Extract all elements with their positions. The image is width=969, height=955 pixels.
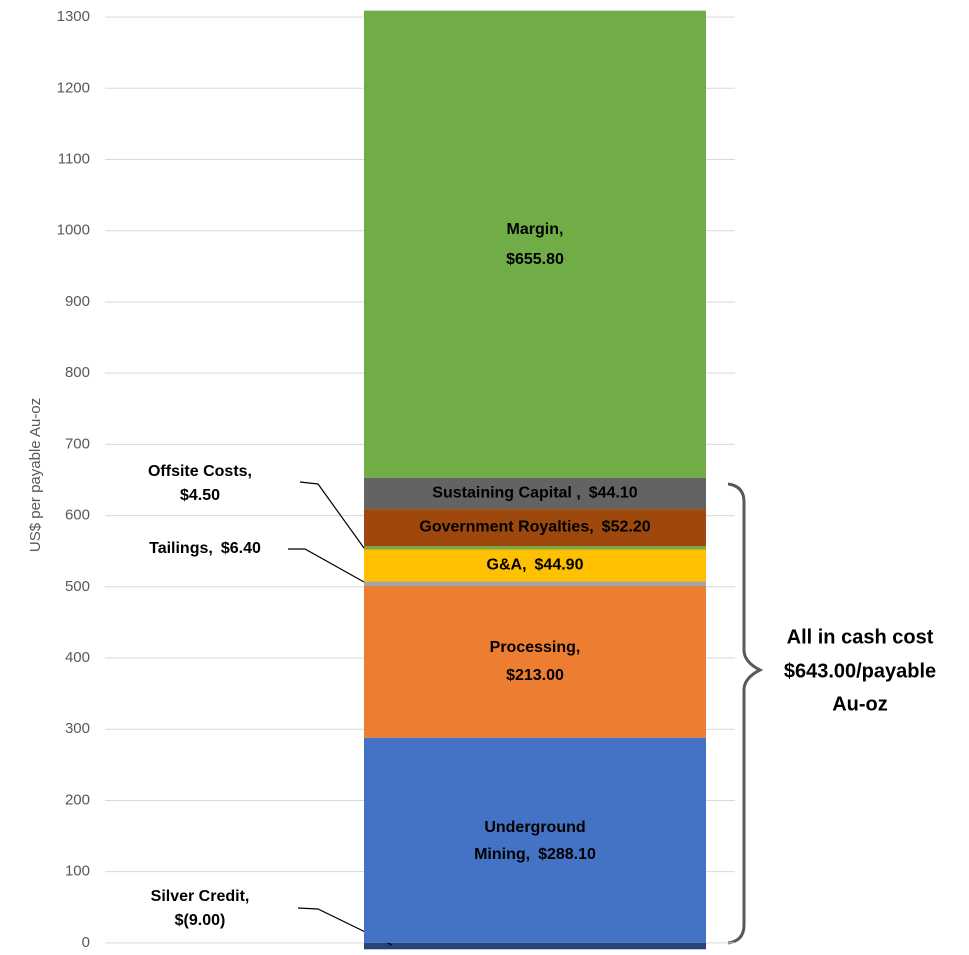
label-name: G&A, <box>487 557 527 574</box>
y-tick-label: 200 <box>65 791 90 808</box>
label-value: $44.10 <box>589 485 638 502</box>
y-tick-label: 1200 <box>57 79 90 96</box>
label-value: $6.40 <box>221 540 261 557</box>
leader-line <box>288 548 365 583</box>
data-label: Tailings, $6.40 <box>149 540 261 557</box>
y-tick-label: 300 <box>65 720 90 737</box>
data-label: Mining, $288.10 <box>474 846 596 863</box>
label-name: Silver Credit, <box>151 888 250 905</box>
label-value: $213.00 <box>506 667 564 684</box>
y-tick-label: 500 <box>65 578 90 595</box>
label-name: Margin, <box>507 221 564 238</box>
leader-line <box>299 481 365 549</box>
annotation: Au-oz <box>832 693 888 715</box>
y-tick-label: 1000 <box>57 222 90 239</box>
label-name: Processing, <box>490 639 581 656</box>
label-value: $(9.00) <box>175 912 226 929</box>
y-tick-label: 1100 <box>58 150 90 167</box>
y-tick-label: 0 <box>82 934 90 950</box>
y-tick-label: 100 <box>65 863 90 880</box>
brace <box>727 482 764 945</box>
y-tick-label: 400 <box>65 649 90 666</box>
data-label: G&A, $44.90 <box>487 557 584 574</box>
y-tick-label: 900 <box>65 293 90 310</box>
label-value: $52.20 <box>602 519 651 536</box>
bar-segment <box>364 549 706 582</box>
label-name: Underground <box>484 819 585 836</box>
data-label: Government Royalties, $52.20 <box>419 519 650 536</box>
annotation: $643.00/payable <box>784 660 936 682</box>
label-value: $4.50 <box>180 487 220 504</box>
label-name: Tailings, <box>149 540 213 557</box>
y-axis-label: US$ per payable Au-oz <box>27 398 44 552</box>
annotation: All in cash cost <box>787 626 934 648</box>
label-value: $655.80 <box>506 251 564 268</box>
y-tick-label: 700 <box>65 435 90 452</box>
label-name: Offsite Costs, <box>148 463 252 480</box>
label-name: Sustaining Capital , <box>432 485 580 502</box>
bar-segment <box>364 546 706 550</box>
bar-segment <box>364 509 706 547</box>
label-value: $44.90 <box>535 557 584 574</box>
bar-segment <box>364 737 706 943</box>
bar-segment <box>364 581 706 587</box>
y-tick-label: 800 <box>65 364 90 381</box>
bar-segment <box>364 942 706 950</box>
label-name: Mining, <box>474 846 530 863</box>
bar-segment <box>364 477 706 510</box>
y-tick-label: 1300 <box>57 8 90 25</box>
bar-segment <box>364 586 706 738</box>
label-name: Government Royalties, <box>419 519 593 536</box>
y-tick-label: 600 <box>65 507 90 524</box>
data-label: Sustaining Capital , $44.10 <box>432 485 638 502</box>
bar-segment <box>364 10 706 478</box>
label-value: $288.10 <box>538 846 596 863</box>
